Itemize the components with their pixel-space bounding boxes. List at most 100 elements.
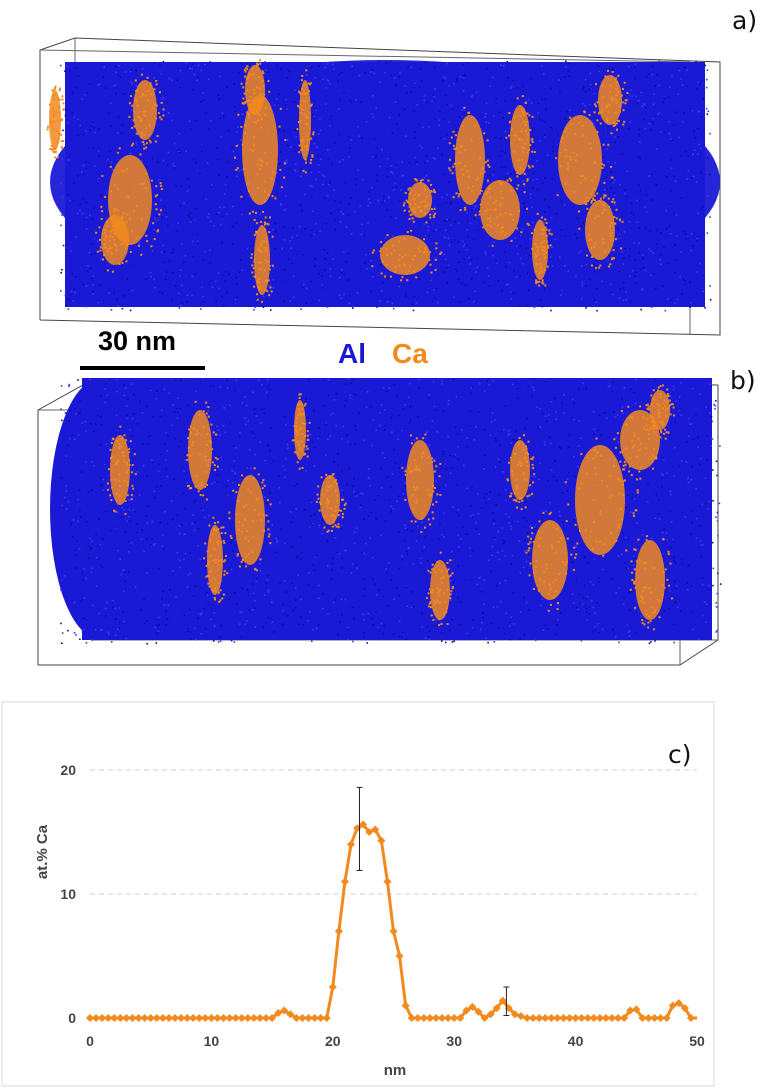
al-atom (617, 227, 619, 229)
al-atom (220, 456, 222, 459)
al-atom (354, 424, 356, 427)
al-atom (346, 434, 348, 436)
al-atom (428, 444, 431, 447)
al-atom (379, 165, 381, 168)
ca-atom (638, 470, 641, 473)
ca-atom (586, 207, 589, 210)
al-atom (165, 459, 167, 461)
al-atom (345, 226, 348, 229)
al-atom (657, 513, 660, 515)
ca-atom (311, 155, 314, 158)
al-atom (171, 119, 174, 122)
ca-atom (128, 451, 131, 454)
ca-atom (558, 573, 561, 576)
al-atom (528, 553, 531, 556)
al-atom (288, 168, 291, 170)
al-atom (233, 465, 235, 468)
ca-atom (445, 611, 448, 614)
ca-atom (125, 221, 128, 224)
ca-atom (256, 280, 259, 283)
al-atom (367, 612, 369, 615)
al-atom (491, 545, 494, 548)
al-atom (610, 170, 612, 173)
ca-atom (417, 247, 420, 250)
ca-atom (414, 203, 417, 206)
al-atom (533, 456, 536, 458)
ca-atom (108, 247, 111, 250)
ca-atom (139, 182, 142, 185)
al-atom (300, 175, 302, 177)
al-atom (307, 66, 310, 68)
ca-atom (143, 133, 146, 136)
al-atom (612, 381, 614, 383)
al-atom (477, 229, 480, 232)
ca-atom (429, 263, 432, 266)
ca-atom (545, 240, 548, 243)
ca-atom (383, 275, 386, 278)
al-atom (461, 109, 464, 111)
ca-atom (478, 210, 481, 213)
al-atom (391, 431, 393, 433)
al-atom (255, 415, 258, 417)
ca-atom (246, 89, 249, 92)
al-atom (217, 272, 220, 274)
al-atom (314, 446, 316, 449)
al-atom (438, 119, 440, 121)
ca-atom (56, 156, 59, 159)
al-atom (435, 229, 437, 231)
ca-atom (522, 473, 525, 476)
al-atom (637, 156, 640, 158)
al-atom (524, 497, 526, 499)
al-atom (126, 520, 128, 522)
al-atom (344, 383, 347, 385)
ca-atom (548, 229, 551, 232)
ca-atom (214, 561, 217, 564)
al-atom (104, 401, 107, 404)
al-atom (526, 272, 529, 274)
ca-atom (529, 129, 532, 132)
ca-atom (438, 624, 441, 627)
ca-atom (257, 186, 260, 189)
ca-atom (510, 179, 513, 182)
al-atom (582, 457, 585, 459)
al-atom (295, 508, 297, 510)
ca-atom (110, 252, 113, 255)
al-atom (432, 94, 435, 96)
al-atom (91, 489, 93, 492)
ca-atom (525, 551, 528, 554)
al-atom (536, 178, 538, 181)
al-atom (117, 74, 120, 77)
ca-atom (117, 151, 120, 154)
ca-atom (556, 194, 559, 197)
al-atom (634, 632, 637, 635)
ca-atom (219, 589, 222, 592)
al-atom (442, 450, 444, 453)
al-atom (69, 250, 72, 253)
al-atom (94, 131, 96, 134)
al-atom (178, 524, 181, 527)
al-atom (605, 176, 607, 179)
ca-atom (60, 119, 63, 122)
ca-atom (638, 449, 641, 452)
ca-atom (379, 250, 382, 253)
al-atom (584, 605, 587, 608)
ca-atom (299, 413, 302, 416)
al-atom (160, 415, 163, 418)
al-atom (267, 445, 270, 448)
al-atom (700, 457, 702, 460)
al-atom (697, 127, 699, 130)
al-atom (345, 550, 347, 552)
ca-atom (134, 473, 137, 476)
al-atom (197, 545, 199, 547)
al-atom (411, 591, 414, 593)
ca-atom (245, 529, 248, 532)
al-atom (442, 453, 445, 456)
al-atom (443, 173, 446, 176)
ca-atom (548, 583, 551, 586)
al-atom (222, 304, 225, 306)
ca-atom (425, 196, 428, 199)
al-atom (493, 538, 496, 541)
al-atom (165, 212, 167, 214)
al-atom (259, 569, 262, 572)
al-atom (64, 496, 66, 499)
